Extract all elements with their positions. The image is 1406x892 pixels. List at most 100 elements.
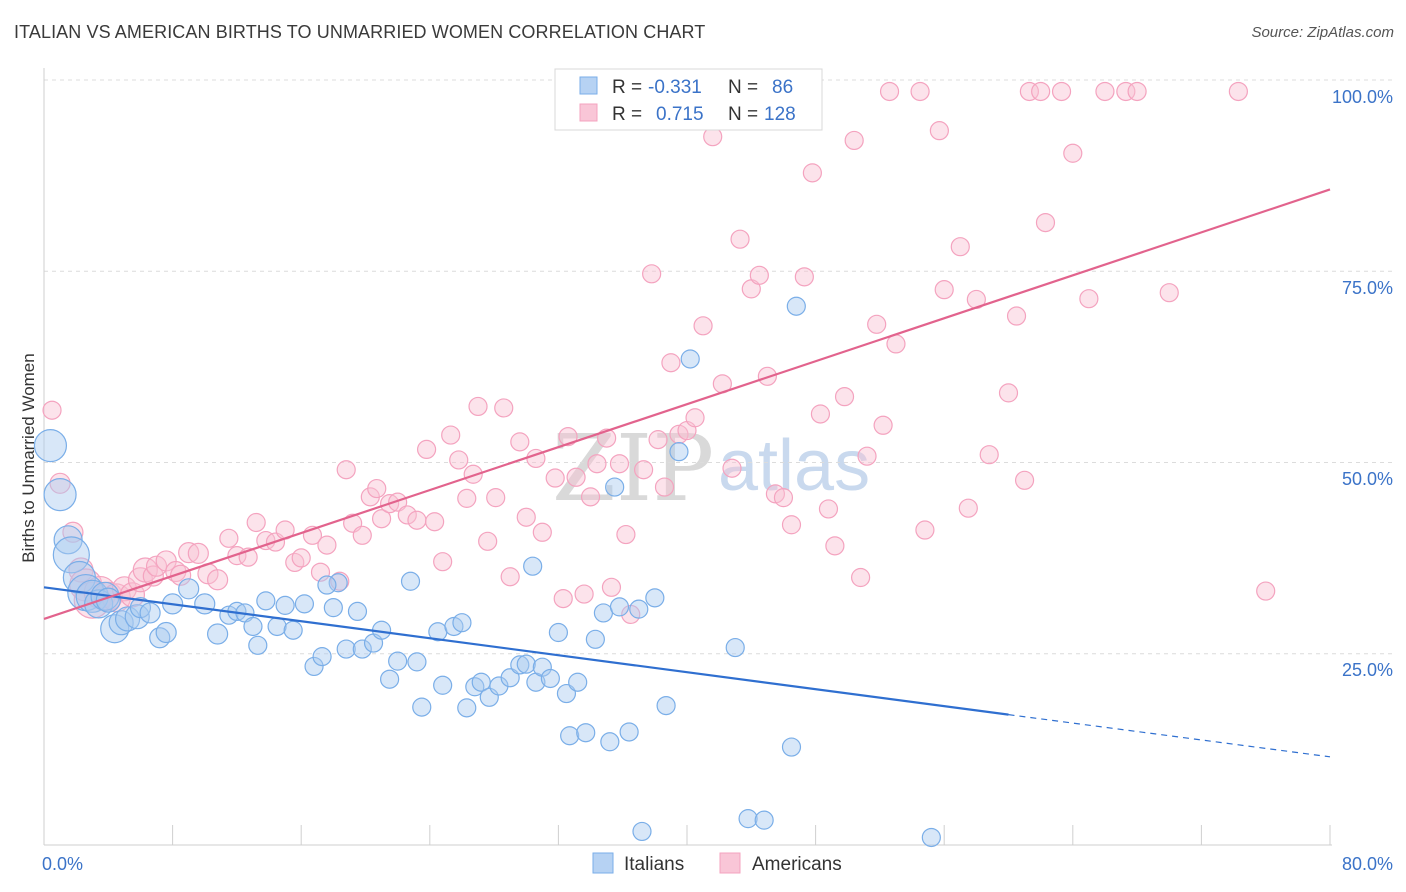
axes	[43, 68, 1332, 846]
italians-point	[388, 651, 408, 671]
americans-point	[1127, 81, 1147, 102]
americans-point	[219, 528, 239, 548]
x-tick-label-max: 80.0%	[1342, 854, 1393, 874]
italians-point	[452, 613, 472, 633]
americans-point	[685, 408, 705, 428]
americans-point	[441, 425, 461, 445]
x-tick-label-min: 0.0%	[42, 854, 83, 874]
italians-point	[921, 827, 941, 848]
y-axis-title: Births to Unmarried Women	[19, 353, 38, 562]
americans-point	[609, 454, 630, 474]
italians-point	[139, 602, 161, 624]
americans-point	[1035, 212, 1056, 233]
italians-point	[323, 598, 343, 618]
italians-trend-extension	[1008, 714, 1331, 758]
italians-point	[669, 442, 689, 462]
americans-point	[317, 535, 337, 555]
italians-point	[725, 637, 745, 658]
italians-point	[178, 578, 200, 600]
italians-point	[155, 621, 177, 644]
italians-point	[629, 599, 649, 619]
americans-trend-line	[43, 188, 1331, 620]
italians-point	[304, 656, 324, 677]
americans-point	[433, 552, 453, 572]
stats-italians-r: -0.331	[648, 77, 702, 98]
italians-point	[248, 635, 268, 655]
americans-point	[794, 267, 814, 287]
italians-point	[560, 726, 580, 746]
italians-point	[294, 594, 315, 614]
chart-title: ITALIAN VS AMERICAN BIRTHS TO UNMARRIED …	[14, 22, 706, 42]
italians-point	[283, 620, 303, 640]
italians-point	[256, 591, 276, 611]
italians-point	[412, 697, 432, 717]
americans-point	[494, 398, 514, 418]
americans-point	[566, 467, 586, 487]
americans-point	[1051, 81, 1072, 102]
americans-point	[580, 487, 601, 507]
italians-point	[317, 575, 337, 595]
americans-point	[834, 387, 855, 407]
tick-labels: 25.0% 50.0% 75.0% 100.0%	[1332, 87, 1393, 680]
stats-americans-n-label: N =	[728, 104, 758, 125]
italians-point	[568, 672, 588, 692]
americans-point	[915, 520, 935, 540]
americans-point	[291, 548, 311, 568]
italians-point	[645, 588, 665, 608]
americans-point	[558, 426, 578, 447]
italians-point	[243, 616, 263, 637]
italians-point	[532, 657, 552, 677]
americans-point	[851, 567, 871, 588]
americans-point	[950, 237, 970, 257]
americans-point	[145, 555, 168, 577]
stats-americans-n: 128	[764, 104, 796, 125]
italians-point	[207, 623, 229, 645]
americans-point	[457, 488, 477, 508]
y-tick-label: 75.0%	[1342, 278, 1393, 298]
americans-point	[42, 400, 62, 420]
americans-point	[979, 445, 999, 465]
italians-point	[267, 616, 287, 637]
americans-point	[170, 564, 192, 586]
grid-lines	[44, 79, 1395, 655]
y-tick-label: 25.0%	[1342, 660, 1393, 680]
italians-point	[754, 810, 774, 830]
source-label: Source: ZipAtlas.com	[1251, 24, 1394, 41]
americans-point	[1063, 143, 1083, 163]
americans-point	[407, 510, 427, 530]
italians-point	[600, 732, 620, 752]
americans-point	[516, 507, 536, 527]
americans-point	[1079, 289, 1099, 309]
italians-point	[781, 737, 802, 757]
series-italians	[33, 296, 941, 848]
americans-point	[1228, 81, 1248, 102]
italians-point	[433, 675, 453, 695]
americans-point	[633, 460, 654, 480]
americans-point	[425, 512, 445, 532]
americans-point	[810, 404, 831, 424]
italians-point	[516, 654, 536, 674]
trend-lines	[43, 188, 1331, 758]
italians-point	[114, 606, 141, 632]
americans-point	[773, 488, 794, 508]
y-tick-label: 100.0%	[1332, 87, 1393, 107]
americans-point	[532, 522, 552, 542]
italians-point	[680, 349, 700, 369]
americans-point	[648, 430, 668, 450]
americans-point	[463, 464, 483, 484]
americans-point	[49, 472, 71, 494]
italians-point	[510, 655, 530, 675]
americans-point	[1095, 81, 1115, 102]
y-tick-label: 50.0%	[1342, 469, 1393, 489]
stats-italians-n-label: N =	[728, 77, 758, 98]
americans-point	[574, 584, 594, 604]
americans-point	[1159, 283, 1179, 303]
americans-point	[207, 569, 229, 591]
italians-point	[619, 722, 639, 742]
americans-point	[1019, 81, 1039, 102]
americans-point	[722, 458, 742, 478]
italians-point	[129, 597, 152, 619]
americans-point	[352, 525, 372, 545]
stats-italians-r-label: R =	[612, 77, 642, 98]
